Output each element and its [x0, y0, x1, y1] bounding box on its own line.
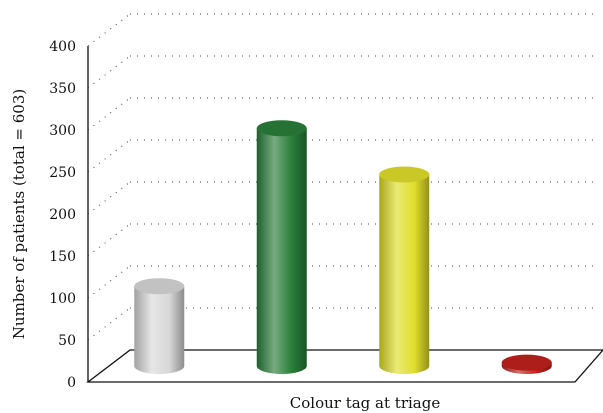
gridline-wall [87, 223, 131, 257]
bar-body [379, 174, 430, 374]
bar-top [256, 120, 307, 137]
gridline-wall [87, 13, 131, 47]
floor-plane [86, 349, 603, 383]
y-tick-label: 200 [49, 207, 76, 223]
x-axis-title: Colour tag at triage [290, 394, 441, 412]
gridline-wall [87, 97, 131, 131]
grid-layer [87, 13, 595, 341]
y-axis-title: Number of patients (total = 603) [10, 89, 28, 339]
bar-body [134, 286, 185, 374]
bar-yellow [379, 166, 430, 374]
y-tick-label: 50 [58, 333, 76, 349]
floor-layer [86, 349, 603, 383]
y-tick-label: 250 [49, 165, 76, 181]
axis-layer: 0 50 100 150 200 250 300 350 400 [49, 39, 89, 391]
gridline-wall [87, 181, 131, 215]
y-tick-label: 300 [49, 123, 76, 139]
gridline-wall [87, 307, 131, 341]
bar-layer [134, 120, 552, 374]
bar-green [256, 120, 307, 374]
bar-red [501, 354, 552, 374]
y-tick-label: 400 [49, 39, 76, 55]
y-tick-label: 350 [49, 81, 76, 97]
bar-white [134, 278, 185, 374]
y-tick-label: 0 [67, 375, 76, 391]
gridline-wall [87, 55, 131, 89]
bar-body [256, 128, 307, 374]
gridline-wall [87, 139, 131, 173]
bar-top [501, 354, 552, 371]
bar-top [379, 166, 430, 183]
y-tick-label: 100 [49, 291, 76, 307]
bar-top [134, 278, 185, 295]
gridline-wall [87, 265, 131, 299]
y-tick-label: 150 [49, 249, 76, 265]
